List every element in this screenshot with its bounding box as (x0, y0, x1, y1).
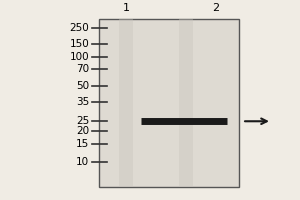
Text: 10: 10 (76, 157, 89, 167)
Text: 20: 20 (76, 126, 89, 136)
Text: 35: 35 (76, 97, 89, 107)
Text: 150: 150 (69, 39, 89, 49)
Text: 100: 100 (69, 52, 89, 62)
Text: 1: 1 (123, 3, 130, 13)
Text: 250: 250 (69, 23, 89, 33)
Text: 70: 70 (76, 64, 89, 74)
Text: 25: 25 (76, 116, 89, 126)
Text: 2: 2 (212, 3, 219, 13)
Bar (100, 19, 239, 187)
Text: 15: 15 (76, 139, 89, 149)
Text: 50: 50 (76, 81, 89, 91)
